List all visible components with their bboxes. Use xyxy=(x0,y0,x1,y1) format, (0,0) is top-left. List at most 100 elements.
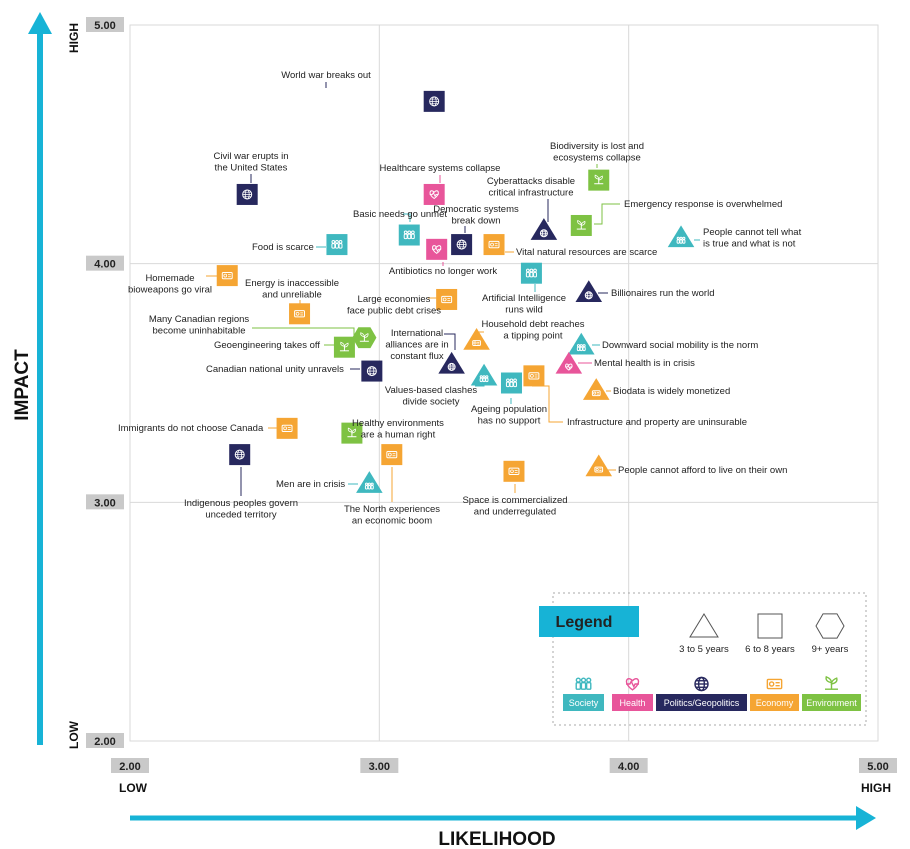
environment-icon xyxy=(339,341,349,352)
economy-icon xyxy=(766,678,783,690)
legend-category-label: Society xyxy=(569,698,599,708)
health-icon xyxy=(565,363,573,371)
triangle-marker xyxy=(575,280,603,302)
data-point-biodata-is-widely-monetized xyxy=(582,378,610,400)
triangle-marker xyxy=(585,454,613,477)
society-icon xyxy=(575,677,592,690)
y-tick-box xyxy=(86,255,124,271)
data-point-indigenous-peoples-govern-unceded-territory xyxy=(229,444,251,466)
data-point-ageing-population-has-no-support xyxy=(500,372,522,394)
tick-labels: 2.00 3.00 4.00 5.00 2.00 3.00 4.00 5.00 xyxy=(86,17,897,773)
data-label: Immigrants do not choose Canada xyxy=(118,423,264,434)
health-icon xyxy=(432,245,442,255)
economy-icon xyxy=(508,467,520,475)
y-tick-label: 2.00 xyxy=(94,736,115,748)
data-label: Vital natural resources are scarce xyxy=(516,247,657,258)
data-point-many-canadian-regions-become-uninhabitable xyxy=(352,327,377,349)
triangle-marker xyxy=(470,363,498,386)
legend-title-box xyxy=(539,606,639,637)
data-point-healthcare-systems-collapse xyxy=(423,183,445,205)
legend-category-politics: Politics/Geopolitics xyxy=(656,676,747,711)
health-icon xyxy=(625,678,640,691)
legend-shape-triangle: 3 to 5 years xyxy=(679,613,729,655)
economy-icon xyxy=(441,295,453,304)
legend-shape-label: 6 to 8 years xyxy=(745,644,795,655)
data-point-space-is-commercialized-and-underregulated xyxy=(503,460,525,482)
x-axis-title: LIKELIHOOD xyxy=(438,829,555,849)
y-tick-box xyxy=(86,17,124,32)
data-point-the-north-experiences-an-economic-boom xyxy=(381,444,403,466)
legend-category-label: Economy xyxy=(756,698,794,708)
data-point-healthy-environments-are-a-human-right xyxy=(341,422,363,444)
data-label: Many Canadian regions become uninhabitabl… xyxy=(149,314,250,337)
data-label: Emergency response is overwhelmed xyxy=(624,199,782,210)
data-label: International alliances are in constant fl… xyxy=(385,328,448,362)
x-tick-label: 5.00 xyxy=(867,761,888,773)
data-point-international-alliances-are-in-constant-flux xyxy=(438,351,465,374)
y-axis-low-label: LOW xyxy=(67,720,81,749)
x-tick-box xyxy=(609,758,648,773)
x-tick-box xyxy=(360,758,399,773)
data-point-canadian-national-unity-unravels xyxy=(361,360,383,382)
data-label: Healthcare systems collapse xyxy=(380,163,501,174)
data-label: The North experiences an economic boom xyxy=(344,504,440,527)
data-point-basic-needs-go-unmet xyxy=(398,224,420,246)
data-point-energy-is-inaccessible-and-unreliable xyxy=(289,303,311,325)
y-axis-title: IMPACT xyxy=(12,349,33,421)
x-axis-low-label: LOW xyxy=(119,781,148,795)
data-label: People cannot tell what is true and what … xyxy=(703,227,802,250)
environment-icon xyxy=(825,675,838,690)
legend-shape-label: 9+ years xyxy=(812,644,849,655)
environment-icon xyxy=(576,220,586,230)
y-tick-box xyxy=(86,494,124,510)
square-marker xyxy=(500,372,522,394)
data-labels: World war breaks out Civil war erupts in t… xyxy=(118,70,802,527)
x-tick-box xyxy=(111,758,149,773)
legend-shape-square: 6 to 8 years xyxy=(745,613,795,655)
square-marker xyxy=(483,234,505,256)
data-point-cyberattacks-disable-critical-infrastructure xyxy=(530,218,558,240)
triangle-marker xyxy=(555,351,583,374)
data-label: Infrastructure and property are uninsura… xyxy=(567,417,747,428)
triangle-marker xyxy=(438,351,465,374)
environment-icon xyxy=(359,332,369,342)
legend-shape-label: 3 to 5 years xyxy=(679,644,729,655)
data-point-world-war-breaks-out xyxy=(423,90,445,112)
data-point-biodiversity-is-lost-and-ecosystems-collapse xyxy=(588,169,610,191)
legend-category-environment: Environment xyxy=(802,675,861,711)
x-axis-arrow xyxy=(130,806,876,830)
x-tick-label: 4.00 xyxy=(618,761,639,773)
data-point-immigrants-do-not-choose-canada xyxy=(276,417,298,439)
politics-icon xyxy=(234,449,245,460)
data-label: Ageing population has no support xyxy=(471,404,547,427)
data-point-antibiotics-no-longer-work xyxy=(426,238,448,260)
square-marker xyxy=(520,262,542,284)
plot-frame xyxy=(129,24,879,742)
y-axis-high-label: HIGH xyxy=(67,23,81,53)
x-tick-box xyxy=(859,758,897,773)
triangle-marker xyxy=(530,218,558,240)
economy-icon xyxy=(472,340,481,346)
data-point-mental-health-is-in-crisis xyxy=(555,351,583,374)
triangle-marker xyxy=(582,378,610,400)
environment-icon xyxy=(594,174,604,185)
legend-category-economy: Economy xyxy=(750,678,799,711)
triangle-marker xyxy=(568,332,595,355)
data-markers xyxy=(216,90,695,493)
legend-category-swatch xyxy=(750,694,799,711)
legend-category-health: Health xyxy=(612,678,653,711)
x-axis-high-label: HIGH xyxy=(861,781,891,795)
legend-category-swatch xyxy=(563,694,604,711)
data-label: World war breaks out xyxy=(281,70,371,81)
y-tick-label: 3.00 xyxy=(94,497,115,509)
leader-line xyxy=(403,213,411,222)
economy-icon xyxy=(528,372,540,380)
health-icon xyxy=(429,190,439,200)
square-marker xyxy=(381,444,403,466)
economy-icon xyxy=(488,240,500,249)
politics-icon xyxy=(694,676,709,692)
data-label: Homemade bioweapons go viral xyxy=(128,273,212,296)
politics-icon xyxy=(366,366,377,377)
data-point-food-is-scarce xyxy=(326,234,348,256)
